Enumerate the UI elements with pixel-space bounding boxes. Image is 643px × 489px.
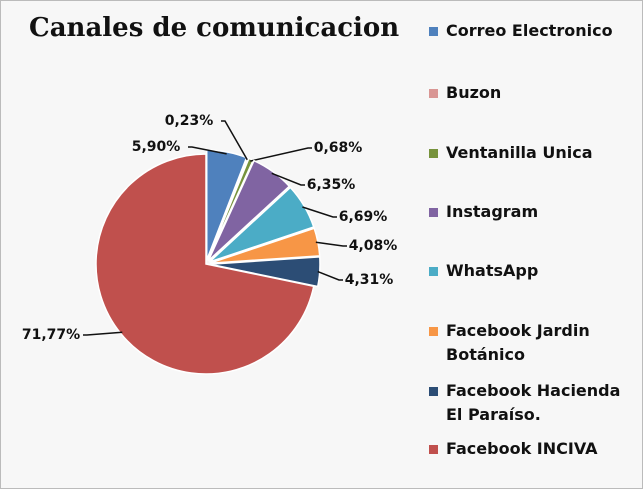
leader-line — [250, 147, 312, 162]
legend-swatch — [429, 149, 438, 158]
legend-swatch — [429, 445, 438, 454]
legend-label: Ventanilla Unica — [446, 143, 593, 162]
legend-item: Facebook INCIVA — [429, 437, 634, 461]
chart-title: Canales de comunicacion — [29, 13, 399, 43]
leader-line — [83, 331, 123, 336]
data-label: 5,90% — [132, 139, 181, 155]
legend-label: Buzon — [446, 83, 502, 102]
data-label: 4,31% — [345, 272, 394, 288]
legend-swatch — [429, 89, 438, 98]
leader-line — [317, 270, 343, 281]
legend-swatch — [429, 27, 438, 36]
legend-label: Facebook INCIVA — [446, 439, 598, 458]
legend-item: WhatsApp — [429, 259, 634, 283]
legend-item: Facebook Hacienda El Paraíso. — [429, 379, 634, 427]
leader-line — [315, 241, 347, 247]
legend-label: WhatsApp — [446, 261, 539, 280]
leader-line — [271, 172, 305, 186]
data-label: 71,77% — [22, 327, 80, 343]
data-label: 0,68% — [314, 140, 363, 156]
data-label: 4,08% — [349, 238, 398, 254]
pie-slice — [208, 186, 315, 263]
legend-item: Buzon — [429, 81, 634, 105]
data-label: 6,69% — [339, 209, 388, 225]
legend-item: Ventanilla Unica — [429, 141, 634, 165]
legend-label: Facebook Jardin Botánico — [446, 321, 590, 364]
legend-swatch — [429, 327, 438, 336]
data-label: 0,23% — [165, 113, 214, 129]
legend-swatch — [429, 387, 438, 396]
pie-slice — [207, 159, 291, 262]
pie-slice — [95, 153, 315, 375]
leader-line — [302, 206, 337, 218]
legend-swatch — [429, 267, 438, 276]
data-label: 6,35% — [307, 177, 356, 193]
legend-label: Correo Electronico — [446, 21, 613, 40]
legend-swatch — [429, 208, 438, 217]
legend-item: Facebook Jardin Botánico — [429, 319, 634, 367]
legend-item: Instagram — [429, 200, 634, 224]
legend-item: Correo Electronico — [429, 19, 634, 43]
leader-line — [188, 146, 227, 155]
leader-line — [221, 120, 248, 161]
legend-label: Facebook Hacienda El Paraíso. — [446, 381, 621, 424]
legend-label: Instagram — [446, 202, 539, 221]
